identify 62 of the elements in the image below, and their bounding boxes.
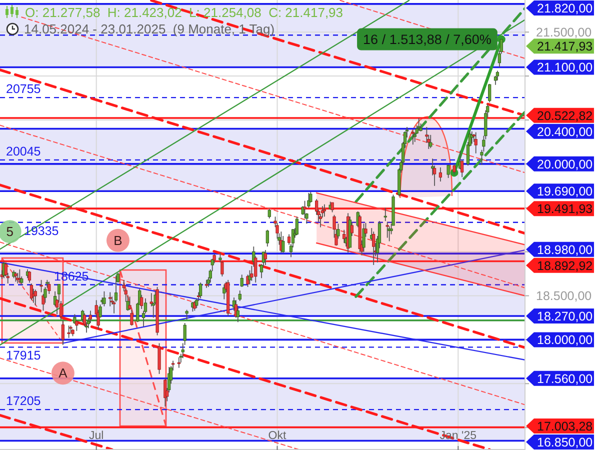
ref-line-label: 17.003,28 xyxy=(537,419,593,434)
ref-line-label: 16.850,00 xyxy=(537,435,593,450)
ref-line-label: 20755 xyxy=(6,82,41,96)
annotation: 5 xyxy=(6,224,14,240)
ref-line-label: 18.892,92 xyxy=(537,258,593,273)
y-tick-label: 18.500,00 xyxy=(536,289,592,304)
candlestick xyxy=(238,290,242,302)
candlestick xyxy=(30,282,34,301)
candlestick xyxy=(130,309,134,326)
candlestick xyxy=(446,164,450,178)
candlestick xyxy=(264,250,267,266)
candlestick xyxy=(199,282,202,299)
ref-line-label: 18.980,00 xyxy=(537,242,593,257)
text: 21.417,93 xyxy=(537,39,593,54)
candlestick xyxy=(429,134,432,149)
candlestick xyxy=(240,274,244,288)
candlestick xyxy=(158,342,161,374)
x-tick-label: Okt xyxy=(268,430,287,442)
candlestick xyxy=(140,294,144,310)
ref-line-label: 18.270,00 xyxy=(537,309,593,324)
annotation: 16 / 1.513,88 / 7,60% xyxy=(363,32,492,47)
candlestick xyxy=(350,222,354,236)
candlestick xyxy=(496,70,500,81)
ref-line-label: 21.100,00 xyxy=(537,60,593,75)
candlestick xyxy=(452,163,456,175)
ref-line-label: 20.400,00 xyxy=(537,124,593,139)
ref-line-label: 20.000,00 xyxy=(537,157,593,172)
candlestick xyxy=(248,270,252,285)
ref-line-label: 19.491,93 xyxy=(537,202,593,216)
candlestick xyxy=(260,264,264,279)
ref-line-label: 17915 xyxy=(6,348,41,363)
candlestick xyxy=(362,223,366,252)
ref-line-label: 18.000,00 xyxy=(537,333,593,348)
candlestick xyxy=(14,272,18,282)
candlestick xyxy=(177,356,180,368)
annotation: B xyxy=(114,232,122,248)
candlestick xyxy=(185,309,188,320)
candlestick xyxy=(40,279,43,293)
candlestick xyxy=(48,281,51,294)
y-tick-label: 21.500,00 xyxy=(536,25,592,40)
candlestick xyxy=(307,192,310,208)
candlestick xyxy=(208,268,212,284)
x-tick-label: Jul xyxy=(88,430,104,442)
candlestick xyxy=(28,270,32,284)
candlestick xyxy=(438,166,442,182)
annotation: A xyxy=(58,366,68,381)
candlestick xyxy=(282,236,285,254)
ref-line-label: 20.522,82 xyxy=(537,108,593,123)
ref-line-label: 20045 xyxy=(6,144,41,158)
candlestick xyxy=(386,221,389,238)
ref-line-label: 17.560,00 xyxy=(537,372,593,386)
candlestick xyxy=(336,223,340,240)
candlestick xyxy=(61,320,64,346)
ref-line-label: 17205 xyxy=(6,394,41,408)
candlestick xyxy=(266,229,269,247)
candlestick xyxy=(222,284,226,300)
candlestick xyxy=(372,231,376,266)
ref-line-label: 19.690,00 xyxy=(537,184,593,199)
candlestick xyxy=(488,83,492,103)
candlestick xyxy=(268,208,271,219)
candlestick xyxy=(384,207,387,222)
ref-line-label: 21.820,00 xyxy=(537,1,593,16)
